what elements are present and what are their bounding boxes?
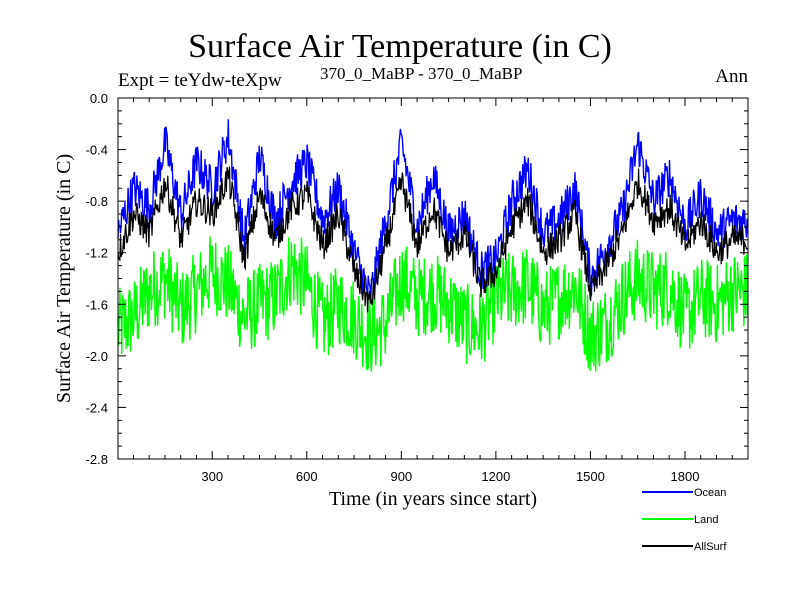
- y-tick-label: -0.8: [86, 194, 108, 209]
- series-line-land: [117, 236, 749, 372]
- x-tick-label: 600: [296, 469, 318, 484]
- legend-label-allsurf: AllSurf: [694, 541, 727, 553]
- y-axis: 0.0 -0.4 -0.8 -1.2 -1.6 -2.0 -2.4 -2.8: [86, 91, 748, 467]
- x-axis: 300 600 900 1200 1500 1800: [132, 98, 733, 484]
- x-tick-label: 1200: [481, 469, 510, 484]
- y-tick-label: -1.2: [86, 246, 108, 261]
- experiment-label: Expt = teYdw-teXpw: [118, 70, 282, 91]
- y-tick-label: -2.8: [86, 452, 108, 467]
- series-lines: [117, 119, 749, 372]
- chart-title: Surface Air Temperature (in C): [188, 28, 612, 65]
- x-axis-label: Time (in years since start): [329, 488, 537, 510]
- chart-subtitle: 370_0_MaBP - 370_0_MaBP: [320, 64, 523, 83]
- y-tick-label: 0.0: [90, 91, 108, 106]
- y-tick-label: -0.4: [86, 143, 108, 158]
- y-tick-label: -2.4: [86, 400, 108, 415]
- series-line-allsurf: [117, 166, 749, 313]
- legend-label-land: Land: [694, 514, 718, 526]
- y-tick-label: -2.0: [86, 349, 108, 364]
- x-tick-label: 1500: [576, 469, 605, 484]
- legend: Ocean Land AllSurf: [642, 487, 727, 553]
- x-tick-label: 1800: [671, 469, 700, 484]
- legend-label-ocean: Ocean: [694, 487, 726, 499]
- period-label: Ann: [715, 66, 748, 87]
- y-tick-label: -1.6: [86, 297, 108, 312]
- series-line-ocean: [117, 119, 749, 304]
- x-tick-label: 900: [390, 469, 412, 484]
- y-axis-label: Surface Air Temperature (in C): [53, 154, 75, 403]
- x-tick-label: 300: [201, 469, 223, 484]
